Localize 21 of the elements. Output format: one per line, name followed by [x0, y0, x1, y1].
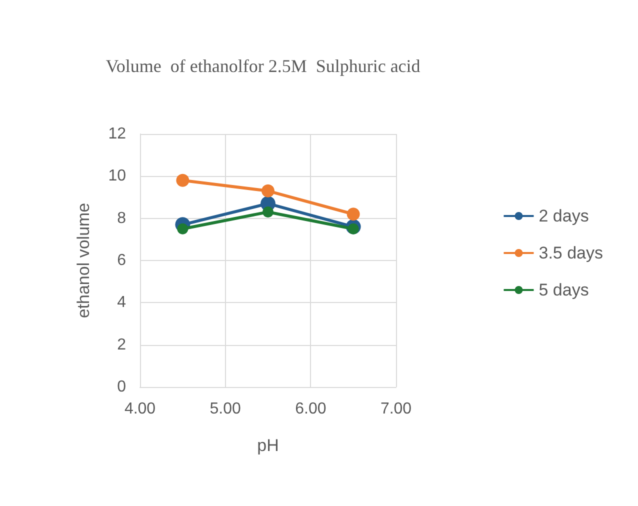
y-tick-label: 2	[117, 336, 126, 354]
point	[176, 174, 190, 187]
legend-label: 5 days	[538, 280, 589, 300]
y-tick-label: 0	[117, 378, 126, 396]
chart-title: Volume of ethanolfor 2.5M Sulphuric acid	[106, 56, 420, 76]
y-tick-label: 4	[117, 294, 126, 312]
legend-label: 2 days	[538, 206, 589, 226]
y-tick-label: 12	[108, 126, 126, 142]
point	[262, 206, 274, 218]
point	[346, 208, 360, 221]
y-tick-label: 10	[108, 168, 126, 185]
point	[262, 184, 274, 198]
x-tick-label: 4.00	[124, 400, 156, 418]
x-tick-label: 7.00	[380, 400, 412, 418]
x-axis-title: pH	[257, 436, 279, 455]
y-tick-label: 8	[117, 210, 126, 227]
x-tick-label: 6.00	[295, 400, 326, 418]
y-tick-label: 6	[117, 252, 126, 269]
y-axis-title: ethanol volume	[74, 202, 93, 318]
x-tick-label: 5.00	[210, 400, 242, 418]
legend-label: 3.5 days	[538, 244, 603, 262]
